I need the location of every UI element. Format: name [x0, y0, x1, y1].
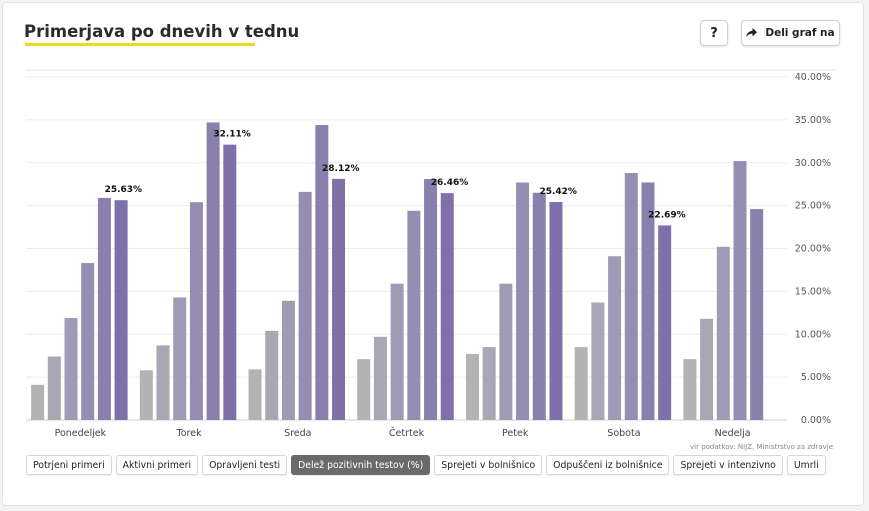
x-tick-label: Petek	[502, 428, 529, 439]
tab-4[interactable]: Sprejeti v bolnišnico	[434, 455, 543, 475]
help-button[interactable]: ?	[700, 20, 728, 46]
bar-series-1-Torek[interactable]	[156, 345, 170, 420]
y-tick-label: 10.00%	[795, 329, 831, 340]
bar-series-0-Petek[interactable]	[465, 353, 479, 420]
y-tick-label: 25.00%	[795, 201, 831, 212]
tab-1[interactable]: Aktivni primeri	[115, 455, 199, 475]
y-tick-label: 30.00%	[795, 158, 831, 169]
tab-6[interactable]: Sprejeti v intenzivno	[673, 455, 783, 475]
bar-series-1-Nedelja[interactable]	[700, 318, 714, 420]
data-label: 26.46%	[431, 178, 469, 188]
x-tick-label: Sreda	[284, 428, 311, 439]
bar-series-3-Sobota[interactable]	[624, 173, 638, 420]
bar-series-0-Četrtek[interactable]	[357, 359, 371, 420]
bar-series-3-Nedelja[interactable]	[733, 161, 747, 420]
tab-7[interactable]: Umrli	[786, 455, 826, 475]
bar-series-3-Sreda[interactable]	[298, 191, 312, 420]
chart-title: Primerjava po dnevih v tednu	[24, 22, 300, 41]
data-label: 25.63%	[105, 185, 143, 195]
data-label: 32.11%	[213, 130, 251, 140]
bar-series-4-Četrtek[interactable]	[424, 179, 438, 420]
data-source: vir podatkov: NIJZ, Ministrstvo za zdrav…	[690, 443, 833, 451]
bar-series-0-Torek[interactable]	[139, 370, 153, 420]
bar-series-2-Sobota[interactable]	[608, 256, 622, 420]
bar-series-4-Nedelja[interactable]	[750, 209, 764, 420]
bar-series-4-Ponedeljek[interactable]	[97, 197, 111, 420]
y-tick-label: 5.00%	[801, 372, 831, 383]
bar-series-2-Sreda[interactable]	[281, 300, 295, 420]
x-tick-label: Sobota	[607, 428, 640, 439]
bar-series-4-Sobota[interactable]	[641, 182, 655, 420]
bar-series-0-Sobota[interactable]	[574, 347, 588, 420]
bar-series-3-Torek[interactable]	[189, 202, 203, 420]
share-arrow-icon	[746, 28, 758, 38]
share-button[interactable]: Deli graf na	[741, 20, 840, 46]
bar-series-5-Ponedeljek[interactable]	[114, 200, 128, 420]
bar-series-1-Sreda[interactable]	[265, 330, 279, 420]
share-button-label: Deli graf na	[765, 27, 835, 39]
x-tick-label: Četrtek	[389, 427, 425, 439]
bar-series-0-Ponedeljek[interactable]	[31, 384, 45, 420]
bar-series-2-Petek[interactable]	[499, 283, 513, 420]
bar-series-4-Petek[interactable]	[532, 192, 546, 420]
x-tick-label: Nedelja	[715, 428, 751, 439]
tab-3[interactable]: Delež pozitivnih testov (%)	[291, 455, 431, 475]
metric-tabs: Potrjeni primeri Aktivni primeri Opravljen…	[26, 455, 826, 475]
bar-series-1-Ponedeljek[interactable]	[47, 356, 61, 420]
bar-series-0-Nedelja[interactable]	[683, 359, 697, 420]
bar-series-5-Četrtek[interactable]	[440, 193, 454, 420]
bar-series-1-Četrtek[interactable]	[373, 336, 387, 420]
bar-series-2-Ponedeljek[interactable]	[64, 317, 78, 420]
tab-2[interactable]: Opravljeni testi	[202, 455, 288, 475]
y-tick-label: 20.00%	[795, 244, 831, 255]
bar-series-4-Torek[interactable]	[206, 122, 220, 420]
title-underline	[25, 43, 255, 46]
tab-0[interactable]: Potrjeni primeri	[26, 455, 112, 475]
bar-series-3-Četrtek[interactable]	[407, 210, 421, 420]
bar-series-3-Ponedeljek[interactable]	[81, 263, 95, 420]
tab-5[interactable]: Odpuščeni iz bolnišnice	[546, 455, 670, 475]
bar-series-5-Torek[interactable]	[223, 144, 237, 421]
y-tick-label: 40.00%	[795, 72, 831, 83]
data-label: 25.42%	[539, 187, 577, 197]
bar-series-2-Nedelja[interactable]	[716, 246, 730, 420]
y-tick-label: 35.00%	[795, 115, 831, 126]
y-tick-label: 0.00%	[801, 415, 831, 426]
bar-series-3-Petek[interactable]	[516, 182, 530, 420]
bar-series-0-Sreda[interactable]	[248, 369, 262, 420]
x-tick-label: Torek	[176, 428, 203, 439]
bar-series-5-Sobota[interactable]	[658, 225, 672, 420]
bar-series-2-Četrtek[interactable]	[390, 283, 404, 420]
data-label: 28.12%	[322, 164, 360, 174]
bar-series-1-Petek[interactable]	[482, 347, 496, 420]
y-tick-label: 15.00%	[795, 286, 831, 297]
x-tick-label: Ponedeljek	[55, 428, 107, 439]
bar-series-4-Sreda[interactable]	[315, 125, 329, 421]
bar-series-5-Sreda[interactable]	[332, 178, 346, 420]
bar-series-5-Petek[interactable]	[549, 202, 563, 420]
bar-series-2-Torek[interactable]	[173, 297, 187, 420]
bar-series-1-Sobota[interactable]	[591, 302, 605, 420]
data-label: 22.69%	[648, 210, 686, 220]
